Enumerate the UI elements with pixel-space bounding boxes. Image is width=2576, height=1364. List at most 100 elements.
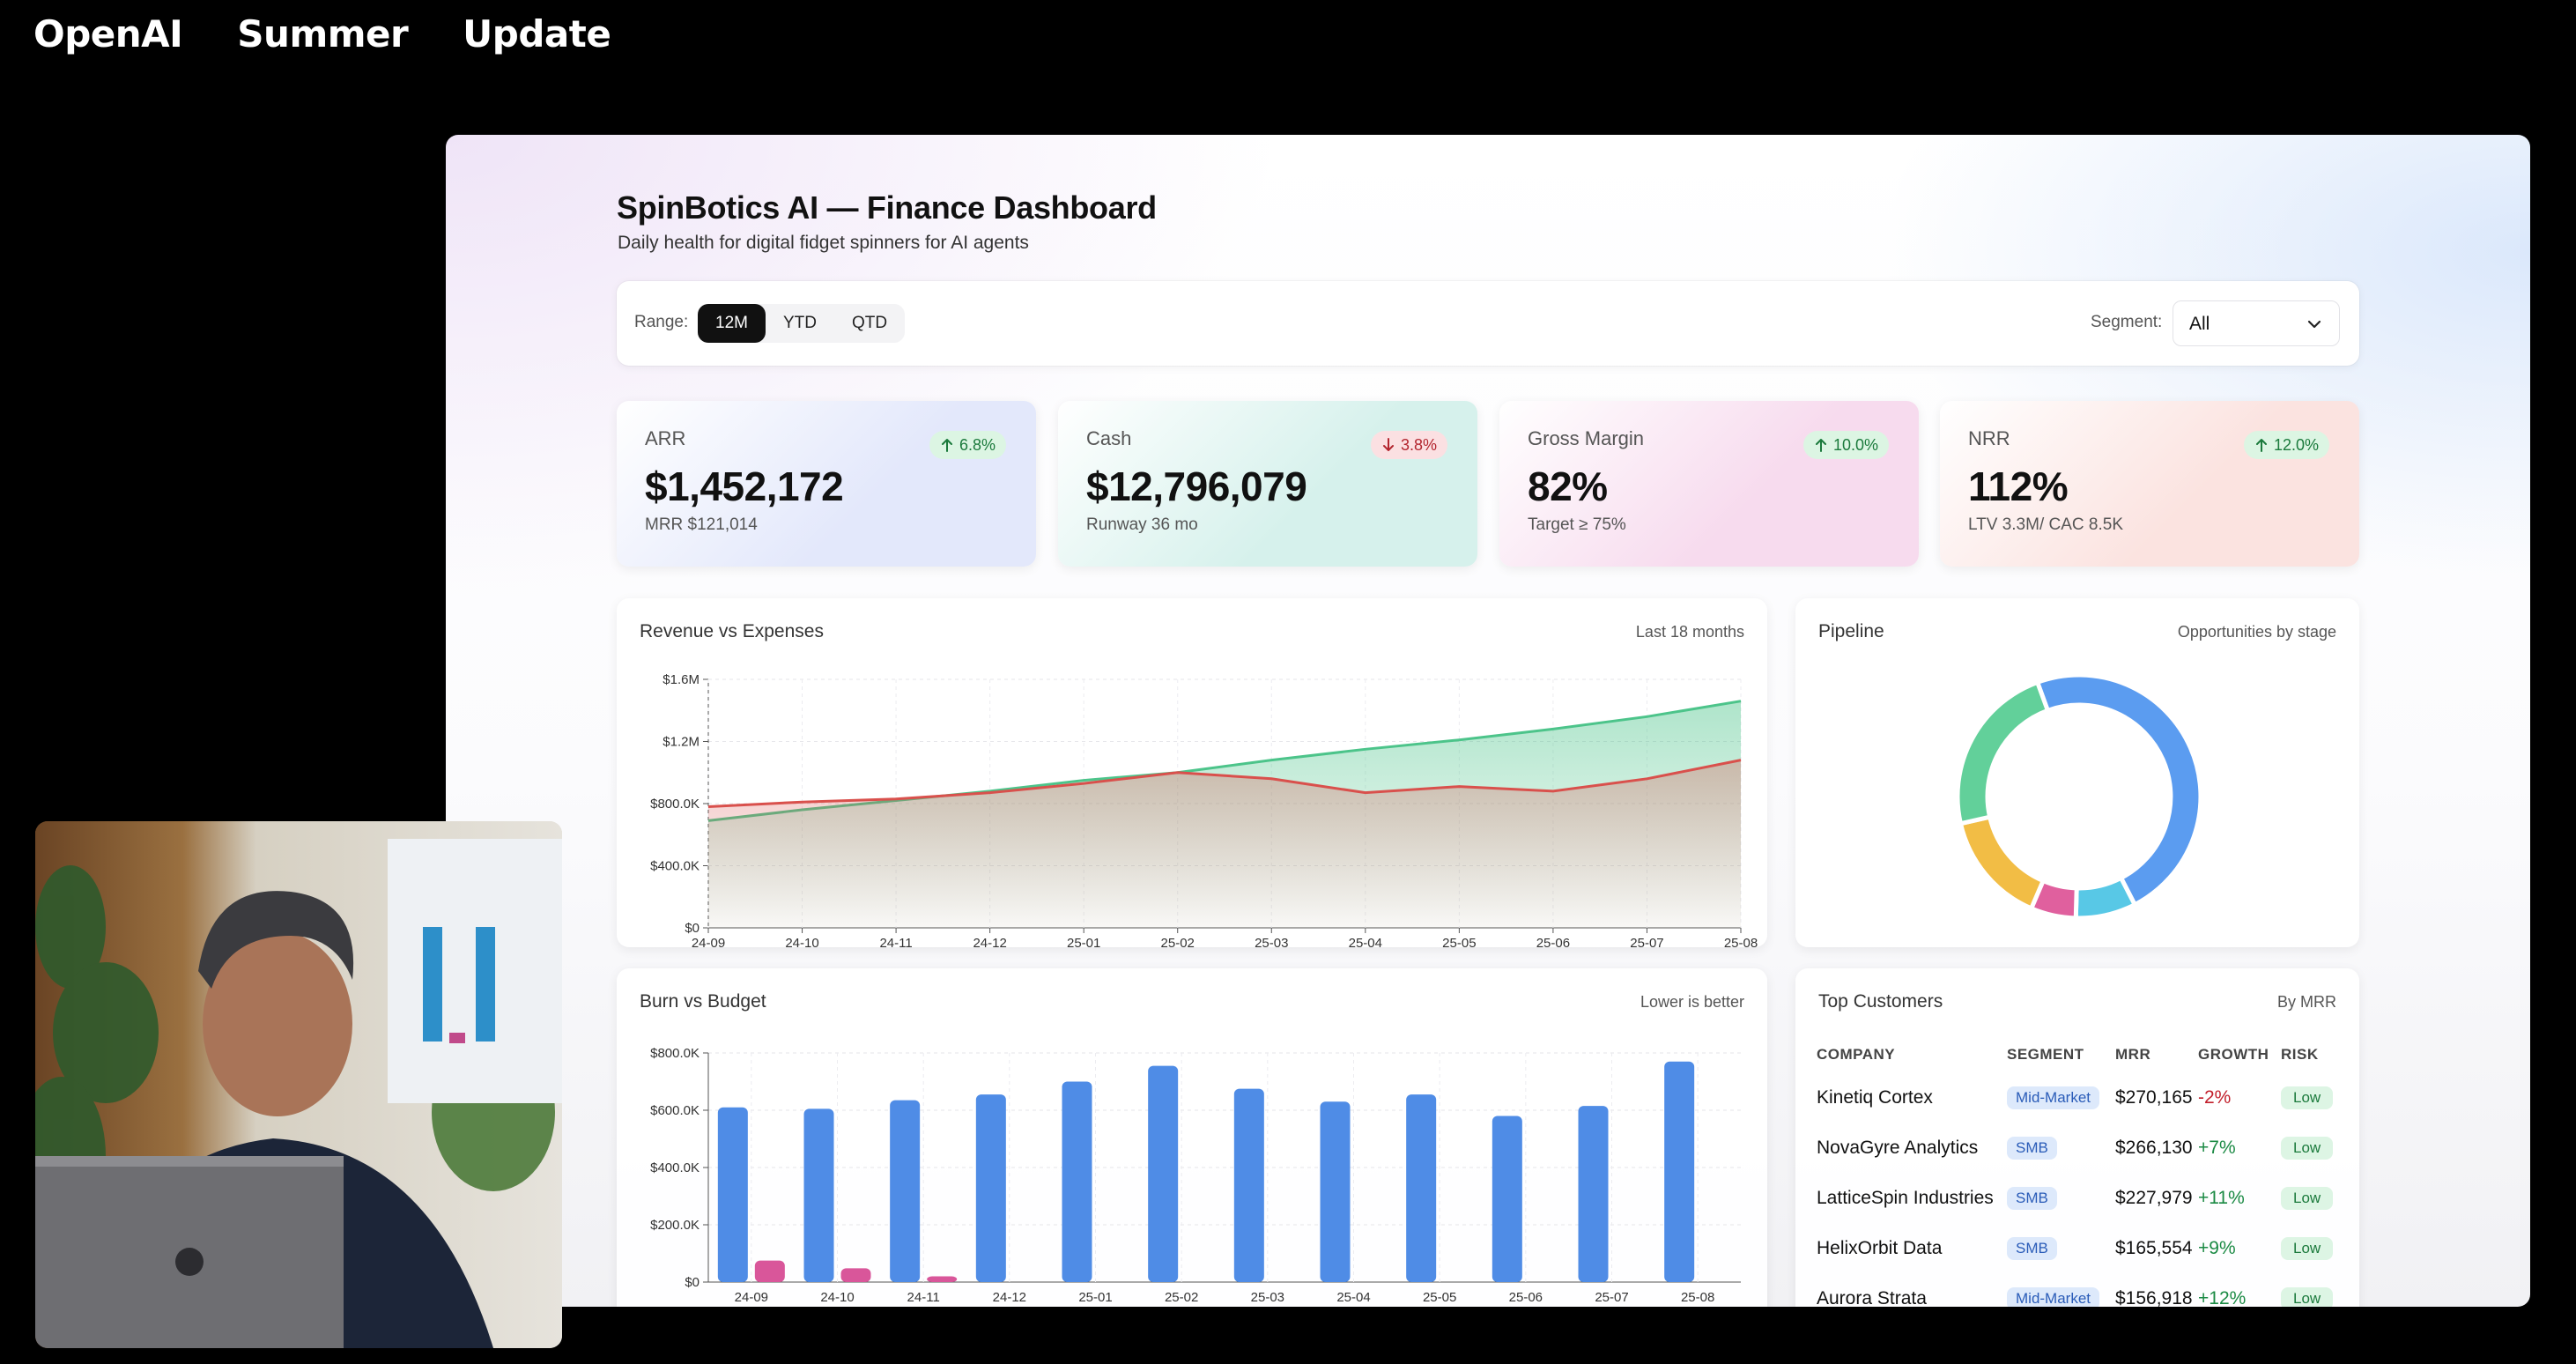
column-header[interactable]: SEGMENT [2007, 1046, 2084, 1063]
kpi-change-badge: 10.0% [1802, 431, 1889, 459]
x-tick-label: 24-09 [735, 1290, 768, 1305]
x-tick-label: 24-12 [993, 1290, 1026, 1305]
column-header[interactable]: MRR [2115, 1046, 2151, 1063]
page-title: SpinBotics AI — Finance Dashboard [617, 189, 1157, 226]
kpi-change-value: 10.0% [1832, 436, 1878, 454]
range-ytd-button[interactable]: YTD [782, 314, 817, 332]
bar [890, 1100, 921, 1282]
panel-title: Pipeline [1818, 621, 1884, 641]
pipeline-panel: Pipeline Opportunities by stage [1795, 598, 2359, 947]
bar [1492, 1116, 1522, 1282]
kpi-subtext: Runway 36 mo [1086, 515, 1198, 534]
donut-slice [1955, 679, 2051, 827]
risk-tag: Low [2281, 1086, 2334, 1109]
table-row[interactable]: HelixOrbit Data SMB $165,554 +9% Low [1817, 1223, 2345, 1273]
kpi-label: Cash [1086, 427, 1132, 449]
panel-note: Lower is better [1640, 993, 1744, 1011]
y-tick-label: $1.2M [663, 735, 700, 750]
chevron-down-icon [2307, 320, 2321, 329]
x-tick-label: 25-03 [1255, 936, 1288, 947]
series-line [707, 759, 1742, 809]
customers-table: COMPANY SEGMENT MRR GROWTH RISK Kinetiq … [1817, 1037, 2345, 1307]
bar [1406, 1094, 1437, 1282]
kpi-change-value: 6.8% [959, 436, 996, 454]
kpi-label: ARR [645, 427, 686, 449]
x-tick-label: 24-10 [785, 936, 818, 947]
bar [975, 1094, 1006, 1282]
range-qtd-button[interactable]: QTD [851, 314, 888, 332]
kpi-card-nrr: NRR 112% LTV 3.3M/ CAC 8.5K 12.0% [1940, 401, 2359, 567]
column-header[interactable]: COMPANY [1817, 1046, 1896, 1063]
kpi-value: 82% [1528, 463, 1608, 509]
segment-tag: SMB [2007, 1136, 2057, 1160]
kpi-subtext: LTV 3.3M/ CAC 8.5K [1968, 515, 2123, 534]
x-tick-label: 24-10 [820, 1290, 854, 1305]
burn-budget-chart: $0 $200.0K $400.0K $600.0K $800.0K 24-09 24-10… [650, 1046, 1741, 1305]
y-tick-label: $600.0K [650, 1103, 700, 1118]
x-tick-label: 25-05 [1442, 936, 1476, 947]
x-tick-label: 25-05 [1423, 1290, 1456, 1305]
y-tick-label: $0 [685, 921, 700, 936]
kpi-label: NRR [1968, 427, 2010, 449]
bar [840, 1268, 871, 1282]
x-tick-label: 25-06 [1536, 936, 1570, 947]
kpi-value: $12,796,079 [1086, 463, 1307, 509]
table-row[interactable]: Aurora Strata Mid-Market $156,918 +12% L… [1817, 1273, 2345, 1307]
burn-budget-panel: Burn vs Budget Lower is better $0 $200.0K… [617, 968, 1767, 1307]
x-tick-label: 25-02 [1165, 1290, 1198, 1305]
table-row[interactable]: NovaGyre Analytics SMB $266,130 +7% Low [1817, 1123, 2345, 1173]
series-area [708, 760, 1741, 928]
growth-cell: +7% [2198, 1137, 2236, 1158]
x-tick-label: 25-08 [1681, 1290, 1714, 1305]
y-tick-label: $200.0K [650, 1218, 700, 1233]
arrow-down-icon [1382, 438, 1394, 451]
x-tick-label: 25-07 [1630, 936, 1663, 947]
column-header[interactable]: RISK [2281, 1046, 2319, 1063]
donut-slice [1958, 814, 2047, 912]
pipeline-donut-chart [1955, 672, 2203, 921]
kpi-card-gross-margin: Gross Margin 82% Target ≥ 75% 10.0% [1499, 401, 1919, 567]
table-row[interactable]: Kinetiq Cortex Mid-Market $270,165 -2% L… [1817, 1072, 2345, 1123]
presenter-video-image [35, 821, 562, 1348]
kpi-subtext: MRR $121,014 [645, 515, 758, 534]
kpi-label: Gross Margin [1528, 427, 1645, 449]
company-cell: LatticeSpin Industries [1817, 1187, 1994, 1208]
x-tick-label: 24-11 [879, 936, 912, 947]
mrr-cell: $156,918 [2115, 1287, 2193, 1308]
segment-select[interactable]: All [2173, 300, 2340, 346]
kpi-change-value: 12.0% [2273, 436, 2319, 454]
company-cell: HelixOrbit Data [1817, 1237, 1943, 1258]
kpi-card-cash: Cash $12,796,079 Runway 36 mo 3.8% [1058, 401, 1477, 567]
risk-tag: Low [2281, 1236, 2334, 1260]
x-tick-label: 25-01 [1078, 1290, 1112, 1305]
x-tick-label: 24-11 [907, 1290, 940, 1305]
x-tick-label: 24-12 [973, 936, 1006, 947]
growth-cell: +11% [2198, 1187, 2245, 1208]
bar [1233, 1088, 1264, 1282]
mrr-cell: $227,979 [2115, 1187, 2193, 1208]
range-12m-button[interactable]: 12M [698, 304, 766, 343]
mrr-cell: $165,554 [2115, 1237, 2193, 1258]
y-tick-label: $400.0K [650, 1160, 700, 1175]
range-toggle: 12M YTD QTD [698, 304, 906, 343]
caption-word: Update [463, 12, 611, 56]
x-tick-label: 25-02 [1161, 936, 1195, 947]
bar [927, 1276, 958, 1282]
bar [1148, 1065, 1179, 1282]
kpi-value: 112% [1968, 463, 2069, 509]
growth-cell: -2% [2198, 1086, 2232, 1108]
column-header[interactable]: GROWTH [2198, 1046, 2269, 1063]
bar [803, 1108, 834, 1282]
x-tick-label: 25-04 [1336, 1290, 1370, 1305]
table-row[interactable]: LatticeSpin Industries SMB $227,979 +11%… [1817, 1173, 2345, 1223]
panel-note: By MRR [2277, 993, 2336, 1011]
panel-note: Opportunities by stage [2177, 623, 2336, 641]
kpi-value: $1,452,172 [645, 463, 844, 509]
x-tick-label: 25-06 [1509, 1290, 1543, 1305]
x-tick-label: 25-07 [1595, 1290, 1628, 1305]
top-customers-panel: Top Customers By MRR COMPANY SEGMENT MRR… [1795, 968, 2359, 1307]
growth-cell: +12% [2198, 1287, 2247, 1308]
table-header: COMPANY SEGMENT MRR GROWTH RISK [1817, 1037, 2345, 1072]
arrow-up-icon [1815, 439, 1826, 452]
